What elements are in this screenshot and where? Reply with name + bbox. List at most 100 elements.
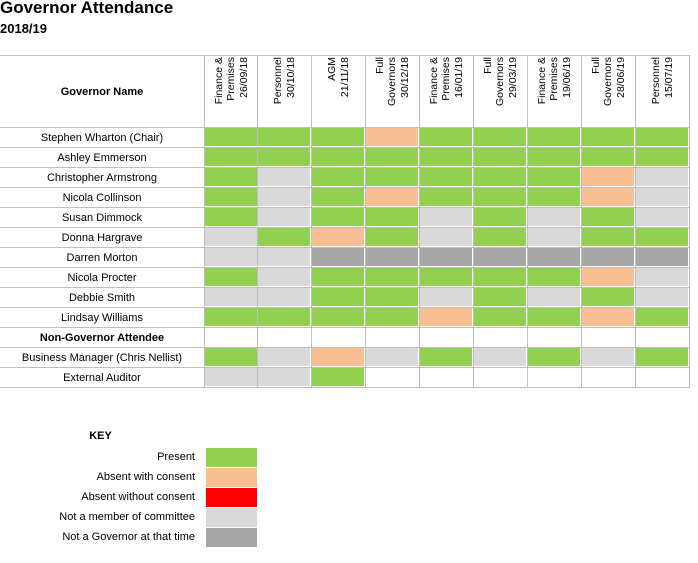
key-label: Absent without consent: [81, 491, 195, 503]
table-grid-line: [635, 55, 636, 387]
table-grid-line: [0, 127, 690, 128]
attendance-cell: [528, 288, 580, 307]
attendance-cell: [366, 208, 418, 227]
attendance-cell: [312, 308, 364, 327]
attendance-cell: [258, 248, 310, 267]
attendance-cell: [636, 328, 688, 347]
attendance-cell: [528, 168, 580, 187]
attendance-cell: [582, 328, 634, 347]
attendance-cell: [474, 208, 526, 227]
attendance-cell: [636, 208, 688, 227]
key-swatch: [206, 488, 257, 507]
attendance-cell: [366, 228, 418, 247]
table-grid-line: [0, 167, 690, 168]
attendance-cell: [420, 208, 472, 227]
attendance-cell: [366, 368, 418, 387]
governor-name: Donna Hargrave: [61, 232, 143, 244]
meeting-column-header: Finance & Premises 16/01/19: [420, 55, 473, 128]
attendance-cell: [366, 348, 418, 367]
meeting-column-header: Full Governors 30/12/18: [366, 55, 419, 128]
attendance-cell: [474, 268, 526, 287]
attendance-cell: [366, 288, 418, 307]
attendance-cell: [474, 188, 526, 207]
attendance-cell: [528, 328, 580, 347]
attendance-cell: [636, 348, 688, 367]
table-grid-line: [257, 55, 258, 387]
attendance-cell: [474, 168, 526, 187]
table-grid-line: [527, 55, 528, 387]
attendance-cell: [636, 288, 688, 307]
page-title: Governor Attendance: [0, 0, 174, 17]
attendance-cell: [420, 248, 472, 267]
attendance-cell: [582, 148, 634, 167]
meeting-column-header: AGM 21/11/18: [312, 55, 365, 128]
meeting-header-label: Personnel 30/10/18: [272, 57, 297, 105]
attendance-cell: [582, 128, 634, 147]
key-label: Absent with consent: [96, 471, 195, 483]
attendance-cell: [474, 308, 526, 327]
table-grid-line: [473, 55, 474, 387]
attendance-cell: [474, 248, 526, 267]
attendance-cell: [205, 288, 257, 307]
attendance-cell: [474, 148, 526, 167]
attendance-cell: [420, 228, 472, 247]
attendance-cell: [312, 148, 364, 167]
attendance-cell: [420, 368, 472, 387]
meeting-header-label: Full Governors 28/06/19: [589, 57, 627, 107]
table-grid-line: [204, 55, 205, 387]
attendance-cell: [474, 228, 526, 247]
attendance-cell: [258, 128, 310, 147]
attendance-cell: [582, 188, 634, 207]
key-swatch: [206, 448, 257, 467]
attendance-cell: [312, 168, 364, 187]
attendance-cell: [312, 228, 364, 247]
meeting-header-label: Finance & Premises 26/09/18: [212, 57, 250, 105]
attendance-cell: [258, 368, 310, 387]
attendance-cell: [420, 268, 472, 287]
attendance-cell: [366, 128, 418, 147]
attendance-cell: [420, 288, 472, 307]
meeting-header-label: Finance & Premises 16/01/19: [427, 57, 465, 105]
table-grid-line: [0, 227, 690, 228]
attendance-cell: [258, 308, 310, 327]
attendance-cell: [528, 228, 580, 247]
attendance-cell: [312, 368, 364, 387]
attendance-cell: [366, 268, 418, 287]
attendance-cell: [205, 188, 257, 207]
attendance-cell: [636, 368, 688, 387]
attendance-cell: [258, 348, 310, 367]
attendance-cell: [258, 228, 310, 247]
attendance-cell: [582, 348, 634, 367]
attendance-cell: [205, 268, 257, 287]
attendance-cell: [366, 328, 418, 347]
attendance-cell: [636, 268, 688, 287]
key-swatch: [206, 528, 257, 547]
key-label: Not a Governor at that time: [62, 531, 195, 543]
meeting-column-header: Full Governors 28/06/19: [582, 55, 635, 128]
attendance-cell: [312, 208, 364, 227]
governor-name: Ashley Emmerson: [57, 152, 147, 164]
meeting-column-header: Finance & Premises 26/09/18: [205, 55, 258, 128]
attendance-cell: [474, 368, 526, 387]
attendance-cell: [312, 188, 364, 207]
attendance-cell: [636, 148, 688, 167]
governor-name-header: Governor Name: [60, 85, 144, 98]
governor-name: Darren Morton: [66, 252, 138, 264]
attendance-cell: [528, 148, 580, 167]
attendance-cell: [366, 248, 418, 267]
attendance-cell: [528, 128, 580, 147]
attendance-cell: [312, 268, 364, 287]
governor-name: Debbie Smith: [68, 292, 136, 304]
section-header: Non-Governor Attendee: [39, 332, 165, 344]
attendance-cell: [258, 268, 310, 287]
attendance-cell: [474, 328, 526, 347]
attendance-cell: [366, 148, 418, 167]
table-grid-line: [0, 55, 690, 56]
governor-name: Lindsay Williams: [61, 312, 143, 324]
table-grid-line: [0, 267, 690, 268]
attendance-cell: [420, 128, 472, 147]
attendance-cell: [205, 228, 257, 247]
meeting-header-label: Finance & Premises 19/06/19: [535, 57, 573, 105]
attendance-cell: [258, 328, 310, 347]
table-grid-line: [365, 55, 366, 387]
